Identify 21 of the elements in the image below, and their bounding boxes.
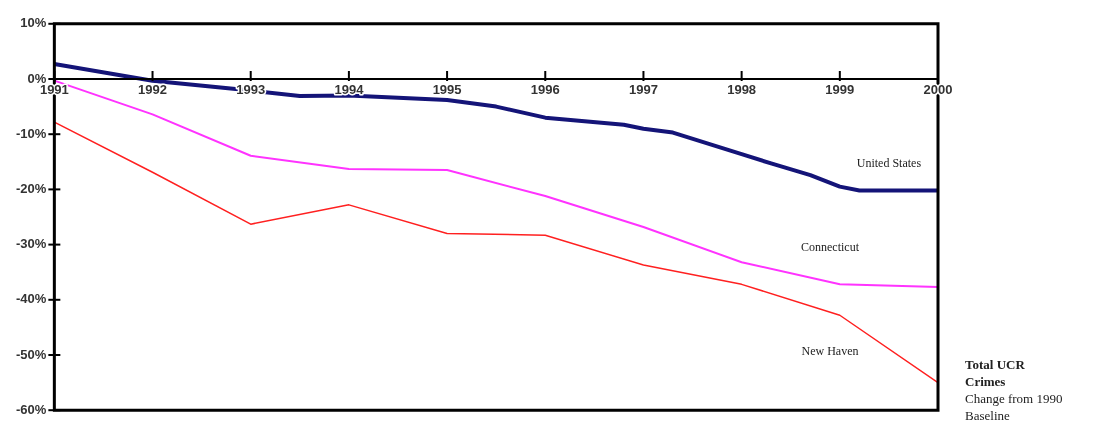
x-tick-label: 1992 [138,82,167,98]
y-tick-label: 0% [27,70,47,86]
x-tick-label: 1994 [334,82,365,98]
y-tick-label: 10% [20,15,47,31]
y-tick-label: -60% [15,401,47,417]
x-tick-label: 1995 [432,82,462,98]
x-tick-label: 1999 [825,82,855,98]
series-label: Connecticut [801,240,860,255]
x-tick-label: 1993 [236,82,266,98]
text: Total UCR Crimes [965,356,1026,390]
y-tick-label: -30% [15,236,47,252]
y-tick-label: -40% [15,291,47,307]
y-tick-label: -50% [15,346,47,362]
x-tick-label: 1998 [727,82,757,98]
x-tick-label: 1997 [628,82,658,98]
series-label: United States [856,155,922,170]
text: Change from 1990 Baseline [965,390,1064,424]
x-tick-label: 1996 [530,82,560,98]
y-tick-label: -10% [15,125,47,141]
y-tick-label: -20% [15,180,47,196]
series-label: New Haven [801,343,859,358]
